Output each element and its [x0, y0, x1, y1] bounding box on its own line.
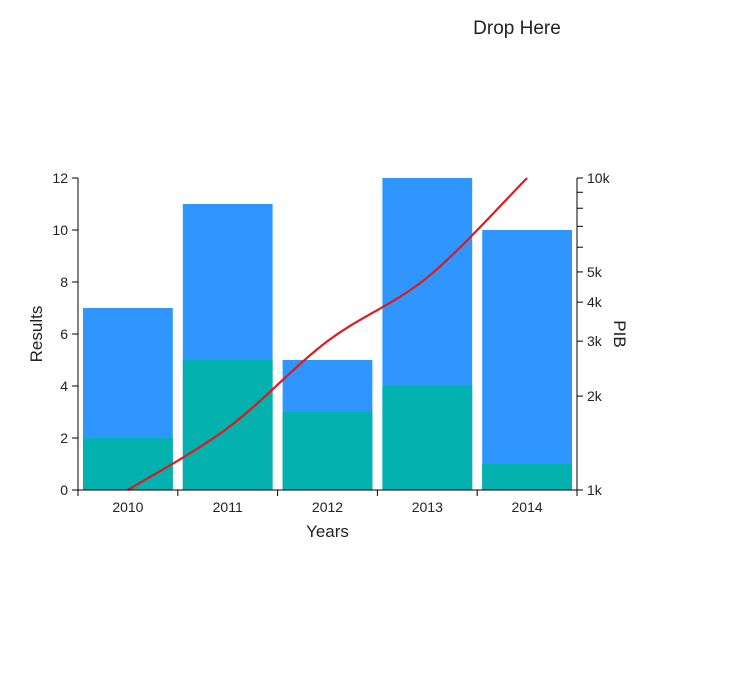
y2-axis-title: PIB — [610, 320, 629, 347]
bar-part-2011 — [182, 360, 273, 490]
x-tick-label: 2010 — [112, 499, 143, 515]
bar-part-2014 — [482, 464, 572, 490]
y-tick-label: 10 — [52, 222, 68, 238]
y-axis-title: Results — [27, 306, 46, 363]
pib-line — [127, 177, 528, 491]
y2-tick-label: 5k — [587, 264, 603, 280]
y-tick-label: 0 — [60, 482, 68, 498]
pib-line-series — [127, 177, 528, 491]
bar-part-2012 — [282, 412, 373, 490]
x-tick-label: 2011 — [213, 499, 243, 515]
x-tick-label: 2013 — [412, 499, 443, 515]
x-tick-label: 2012 — [312, 499, 343, 515]
x-tick-label: 2014 — [512, 499, 543, 515]
y2-tick-label: 4k — [587, 294, 603, 310]
drop-zone[interactable]: Drop Here — [473, 18, 561, 39]
y-tick-label: 2 — [60, 430, 68, 446]
bars-part-series — [83, 360, 572, 490]
y2-tick-label: 1k — [587, 482, 603, 498]
axes: 0 2 4 6 8 10 12 1k 2k 3k 4k 5k 10k 2010 2011 2012 2013 20… — [52, 170, 610, 515]
y2-tick-label: 3k — [587, 333, 603, 349]
y2-tick-label: 2k — [587, 388, 603, 404]
bar-total-2014 — [482, 230, 572, 490]
bar-part-2010 — [83, 438, 173, 490]
y-tick-label: 6 — [60, 326, 68, 342]
bar-part-2013 — [382, 386, 473, 490]
y2-tick-label: 10k — [587, 170, 611, 186]
y-tick-label: 4 — [60, 378, 68, 394]
y-tick-label: 8 — [60, 274, 68, 290]
y-tick-label: 12 — [52, 170, 68, 186]
x-axis-title: Years — [306, 522, 349, 541]
